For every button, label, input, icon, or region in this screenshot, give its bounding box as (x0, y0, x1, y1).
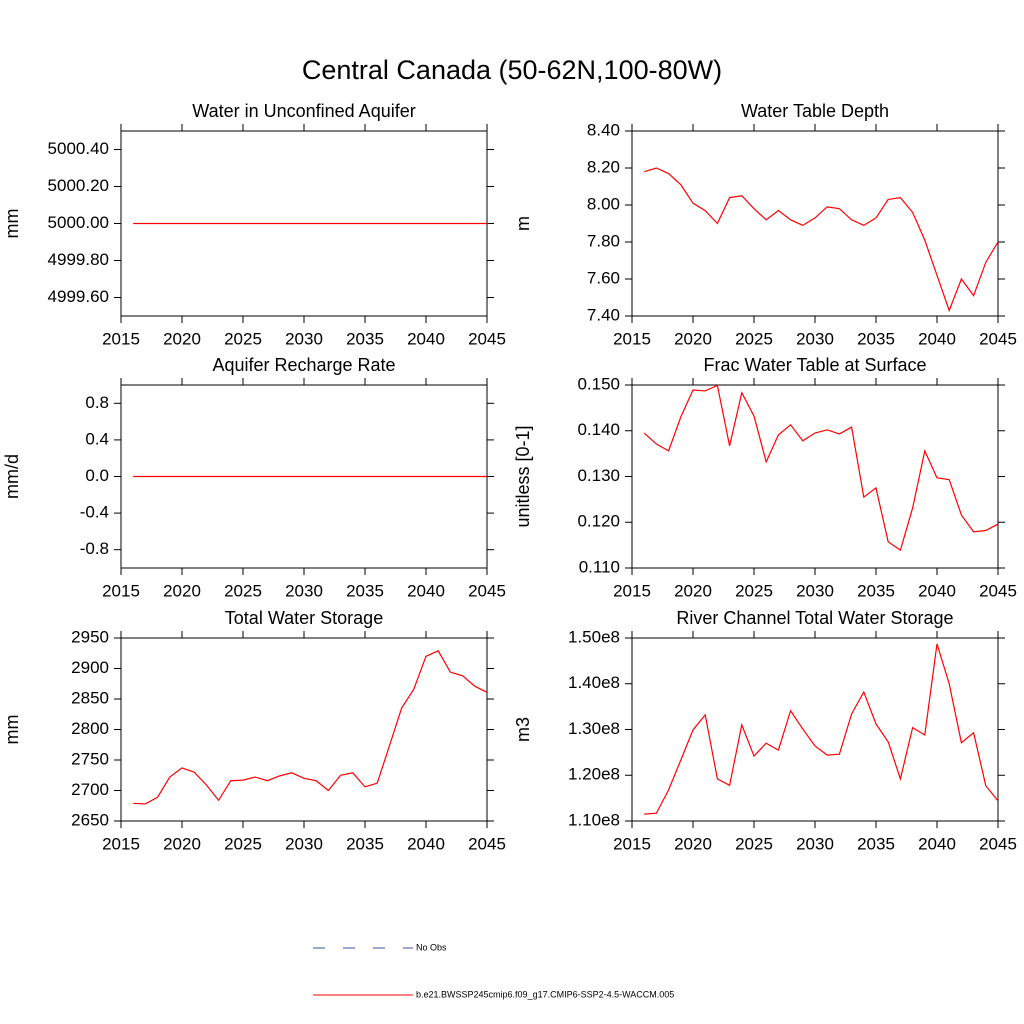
plot-frame (631, 130, 999, 317)
panel-title: Water in Unconfined Aquifer (192, 101, 415, 121)
y-tick-label: 2950 (71, 627, 109, 646)
y-tick-label: 5000.00 (48, 213, 109, 232)
x-tick-label: 2040 (407, 581, 445, 600)
x-tick-label: 2025 (735, 581, 773, 600)
y-tick-label: 0.110 (579, 557, 620, 576)
plot-frame (631, 384, 999, 569)
x-tick-label: 2035 (857, 581, 895, 600)
y-tick-label: 0.150 (577, 374, 620, 393)
data-line (644, 167, 999, 313)
y-tick-label: 8.20 (587, 157, 620, 176)
panel-title: River Channel Total Water Storage (676, 608, 953, 628)
y-tick-label: 7.40 (587, 305, 620, 324)
x-tick-label: 2040 (407, 834, 445, 853)
panel-title: Frac Water Table at Surface (703, 355, 926, 375)
x-tick-label: 2035 (857, 329, 895, 348)
x-tick-label: 2045 (979, 329, 1017, 348)
y-tick-label: 0.120 (577, 512, 620, 531)
x-tick-label: 2020 (163, 581, 201, 600)
figure-title: Central Canada (50-62N,100-80W) (302, 55, 722, 85)
x-tick-label: 2025 (735, 329, 773, 348)
x-tick-label: 2035 (857, 834, 895, 853)
y-tick-label: 5000.20 (48, 176, 109, 195)
x-tick-label: 2015 (613, 329, 651, 348)
panel-title: Water Table Depth (741, 101, 889, 121)
x-tick-label: 2045 (468, 834, 506, 853)
data-line (133, 650, 488, 805)
y-tick-label: 2900 (71, 658, 109, 677)
y-axis-label: m3 (513, 717, 533, 742)
y-tick-label: 2650 (71, 810, 109, 829)
x-tick-label: 2045 (979, 834, 1017, 853)
panel-title: Aquifer Recharge Rate (212, 355, 395, 375)
y-tick-label: 0.140 (577, 420, 620, 439)
y-tick-label: 8.00 (587, 194, 620, 213)
y-tick-label: 4999.80 (48, 250, 109, 269)
y-tick-label: -0.8 (80, 539, 109, 558)
y-tick-label: 2850 (71, 688, 109, 707)
y-tick-label: 1.50e8 (568, 627, 620, 646)
x-tick-label: 2020 (163, 834, 201, 853)
y-tick-label: 2750 (71, 749, 109, 768)
x-tick-label: 2015 (102, 329, 140, 348)
y-tick-label: 0.8 (85, 393, 109, 412)
x-tick-label: 2020 (674, 329, 712, 348)
y-tick-label: 0.4 (85, 429, 109, 448)
x-tick-label: 2030 (285, 581, 323, 600)
x-tick-label: 2040 (918, 329, 956, 348)
x-tick-label: 2030 (285, 834, 323, 853)
x-tick-label: 2020 (674, 581, 712, 600)
y-tick-label: 1.30e8 (568, 719, 620, 738)
x-tick-label: 2040 (918, 834, 956, 853)
x-tick-label: 2030 (796, 581, 834, 600)
x-tick-label: 2025 (224, 581, 262, 600)
y-tick-label: 2700 (71, 780, 109, 799)
x-tick-label: 2045 (979, 581, 1017, 600)
data-line (643, 384, 999, 552)
x-tick-label: 2030 (796, 834, 834, 853)
x-tick-label: 2020 (163, 329, 201, 348)
y-tick-label: 4999.60 (48, 287, 109, 306)
y-tick-label: 8.40 (587, 120, 620, 139)
x-tick-label: 2015 (102, 834, 140, 853)
data-line (644, 643, 999, 815)
plot-frame (120, 637, 488, 822)
y-axis-label: mm (2, 209, 22, 239)
legend-label: b.e21.BWSSP245cmip6.f09_g17.CMIP6-SSP2-4… (416, 989, 674, 999)
x-tick-label: 2040 (918, 581, 956, 600)
x-tick-label: 2015 (613, 834, 651, 853)
y-tick-label: 7.80 (587, 231, 620, 250)
x-tick-label: 2040 (407, 329, 445, 348)
y-axis-label: mm (2, 715, 22, 745)
y-tick-label: 1.40e8 (568, 673, 620, 692)
panel-title: Total Water Storage (225, 608, 383, 628)
x-tick-label: 2025 (224, 329, 262, 348)
x-tick-label: 2030 (796, 329, 834, 348)
y-tick-label: 1.10e8 (568, 810, 620, 829)
y-tick-label: 7.60 (587, 268, 620, 287)
x-tick-label: 2025 (224, 834, 262, 853)
y-tick-label: 0.130 (577, 466, 620, 485)
x-tick-label: 2015 (102, 581, 140, 600)
y-tick-label: -0.4 (80, 503, 109, 522)
x-tick-label: 2035 (346, 834, 384, 853)
x-tick-label: 2035 (346, 329, 384, 348)
legend-label: No Obs (416, 942, 447, 952)
x-tick-label: 2035 (346, 581, 384, 600)
x-tick-label: 2015 (613, 581, 651, 600)
x-tick-label: 2020 (674, 834, 712, 853)
x-tick-label: 2045 (468, 329, 506, 348)
y-axis-label: mm/d (2, 454, 22, 499)
y-axis-label: m (513, 216, 533, 231)
x-tick-label: 2045 (468, 581, 506, 600)
y-tick-label: 2800 (71, 719, 109, 738)
y-tick-label: 0.0 (85, 466, 109, 485)
y-tick-label: 1.20e8 (568, 765, 620, 784)
x-tick-label: 2030 (285, 329, 323, 348)
x-tick-label: 2025 (735, 834, 773, 853)
y-tick-label: 5000.40 (48, 139, 109, 158)
y-axis-label: unitless [0-1] (513, 425, 533, 527)
